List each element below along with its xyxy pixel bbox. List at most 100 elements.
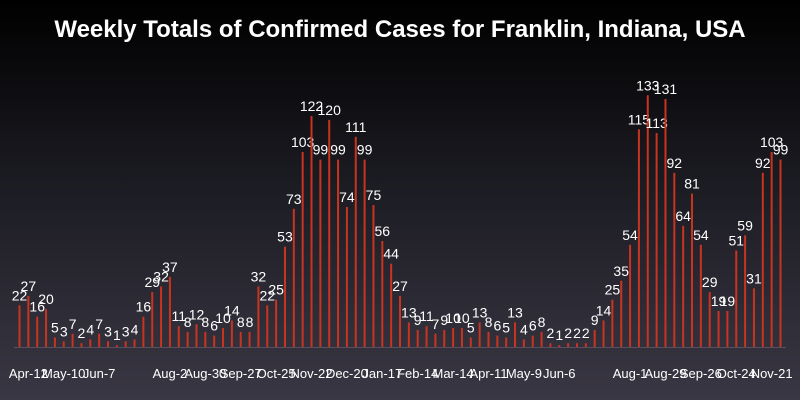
bar [106,341,109,347]
data-label: 27 [21,278,37,294]
data-label: 7 [432,316,440,332]
bar [363,159,366,347]
bar [62,341,65,347]
data-label: 13 [401,304,417,320]
bar [275,299,278,347]
data-label: 25 [605,282,621,298]
bar [301,152,304,347]
bar [646,95,649,347]
data-label: 16 [29,299,45,315]
bar [540,331,543,347]
data-label: 31 [746,270,762,286]
bar [115,345,118,347]
bar [310,116,313,347]
bar [522,339,525,347]
data-label: 10 [215,310,231,326]
bar [443,329,446,347]
x-tick-label: Dec-20 [326,366,368,381]
data-label: 122 [300,98,324,114]
data-label: 7 [95,316,103,332]
bar [425,326,428,347]
data-label: 27 [392,278,408,294]
data-label: 44 [383,246,399,262]
data-label: 74 [339,189,355,205]
data-label: 113 [645,115,668,131]
bar [637,129,640,347]
bar [593,329,596,347]
bar [549,343,552,347]
data-label: 92 [755,155,771,171]
bar [151,292,154,347]
data-label: 7 [69,316,77,332]
data-label: 111 [345,119,366,135]
data-label: 14 [224,303,240,319]
data-label: 5 [467,320,475,336]
bar [337,159,340,347]
bar [328,119,331,347]
data-label: 11 [172,308,187,324]
data-label: 1 [555,327,563,343]
data-label: 9 [414,312,422,328]
data-label: 13 [507,304,523,320]
bar [213,335,216,347]
x-tick-label: Sep-27 [220,366,262,381]
bar [239,331,242,347]
bar [45,309,48,347]
data-label: 5 [51,320,59,336]
bar [195,324,198,347]
data-label: 11 [419,308,434,324]
bar [416,329,419,347]
bar [779,159,782,347]
bar [124,341,127,347]
x-tick-label: May-9 [506,366,542,381]
data-label: 20 [38,291,54,307]
data-label: 51 [728,232,744,248]
data-label: 99 [330,142,346,158]
bar [682,225,685,347]
data-label: 14 [596,303,612,319]
bar [691,193,694,347]
data-label: 4 [131,321,139,337]
bar [514,322,517,347]
data-label: 6 [529,318,537,334]
x-tick-label: Feb-14 [397,366,438,381]
data-label: 5 [502,320,510,336]
data-label: 22 [259,287,275,303]
bar [717,311,720,347]
data-label: 6 [493,318,501,334]
data-label: 92 [667,155,683,171]
x-tick-label: Aug-1 [613,366,648,381]
bar [726,311,729,347]
bar [142,316,145,347]
bar [761,172,764,347]
data-label: 2 [582,325,590,341]
bar [390,263,393,347]
bar [27,295,30,347]
bar [487,331,490,347]
bar [699,244,702,347]
data-label: 35 [613,263,629,279]
bar [177,326,180,347]
bar [735,250,738,347]
data-label: 2 [564,325,572,341]
x-tick-label: Nov-22 [291,366,333,381]
data-label: 9 [440,312,448,328]
data-label: 2 [78,325,86,341]
bar [399,295,401,347]
data-label: 25 [268,282,284,298]
bar [18,305,21,347]
bar [752,288,755,347]
x-tick-label: Aug-30 [184,366,226,381]
bar [80,343,83,347]
bar [71,333,74,347]
data-label: 13 [472,304,488,320]
data-label: 120 [318,102,342,118]
data-label: 19 [720,293,736,309]
data-label: 29 [144,274,160,290]
x-tick-label: Apr-12 [9,366,48,381]
data-label: 131 [654,81,678,97]
data-label: 54 [622,227,638,243]
data-label: 8 [184,314,192,330]
x-tick-label: Sep-26 [680,366,722,381]
